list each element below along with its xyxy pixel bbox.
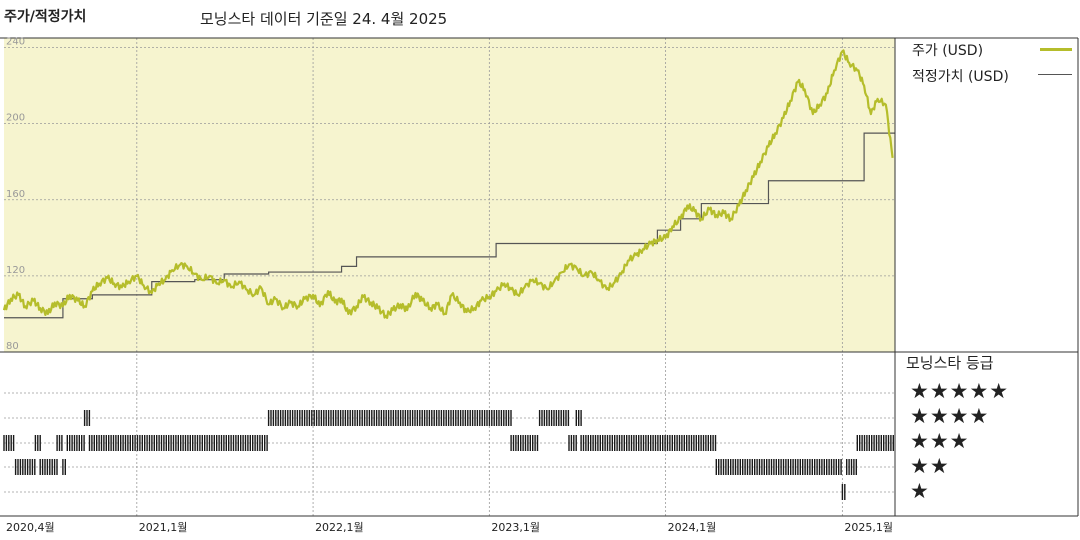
fair-value-line [4, 132, 895, 319]
rating-panel-title: 모닝스타 등급 [906, 354, 994, 372]
axis-layer: 240 200 160 120 80 2020,4월 2021,1월 2022,1월 2023,… [0, 37, 1079, 534]
rating-history-layer [3, 410, 894, 500]
rating-segment-4-star [83, 410, 91, 426]
rating-segment-3-star [88, 435, 268, 451]
x-tick-label: 2020,4월 [6, 521, 55, 534]
legend-fair: 적정가치 (USD) [912, 66, 1009, 86]
legend-price-label: 주가 (USD) [912, 43, 984, 59]
rating-segment-4-star [575, 410, 582, 426]
rating-segment-3-star [66, 435, 85, 451]
rating-segment-3-star [580, 435, 717, 451]
y-tick-label: 240 [6, 37, 25, 48]
rating-segment-3-star [56, 435, 63, 451]
legend-price: 주가 (USD) [912, 40, 983, 60]
y-tick-label: 160 [6, 189, 25, 200]
x-tick-label: 2022,1월 [315, 521, 364, 534]
rating-segment-3-star [568, 435, 577, 451]
rating-segment-3-star [856, 435, 894, 451]
rating-segment-4-star [538, 410, 570, 426]
star-row-5: ★★★★★ [910, 379, 1010, 403]
fair-value-layer [4, 132, 895, 319]
rating-segment-2-star [715, 459, 842, 475]
rating-segment-2-star [14, 459, 36, 475]
x-tick-label: 2021,1월 [139, 521, 188, 534]
rating-segment-2-star [62, 459, 67, 475]
chart-section-title: 주가/적정가치 [4, 9, 87, 25]
rating-segment-2-star [39, 459, 58, 475]
price-line [2, 49, 894, 319]
legend-fair-swatch [1038, 74, 1072, 75]
y-tick-label: 120 [6, 265, 25, 276]
star-row-2: ★★ [910, 454, 950, 478]
rating-segment-3-star [34, 435, 41, 451]
star-row-3: ★★★ [910, 429, 970, 453]
x-tick-label: 2024,1월 [668, 521, 717, 534]
star-row-4: ★★★★ [910, 404, 990, 428]
y-tick-label: 80 [6, 341, 19, 352]
data-date-title: 모닝스타 데이터 기준일 24. 4월 2025 [200, 10, 448, 28]
legend-fair-label: 적정가치 (USD) [912, 69, 1009, 85]
x-tick-label: 2023,1월 [491, 521, 540, 534]
rating-segment-3-star [3, 435, 15, 451]
y-tick-label: 200 [6, 113, 25, 124]
price-layer [2, 49, 894, 319]
legend-price-swatch [1040, 48, 1072, 51]
rating-segment-1-star [841, 484, 846, 500]
rating-segment-4-star [267, 410, 512, 426]
rating-segment-3-star [510, 435, 539, 451]
star-row-1: ★ [910, 479, 930, 503]
rating-segment-2-star [846, 459, 857, 475]
x-tick-label: 2025,1월 [844, 521, 893, 534]
